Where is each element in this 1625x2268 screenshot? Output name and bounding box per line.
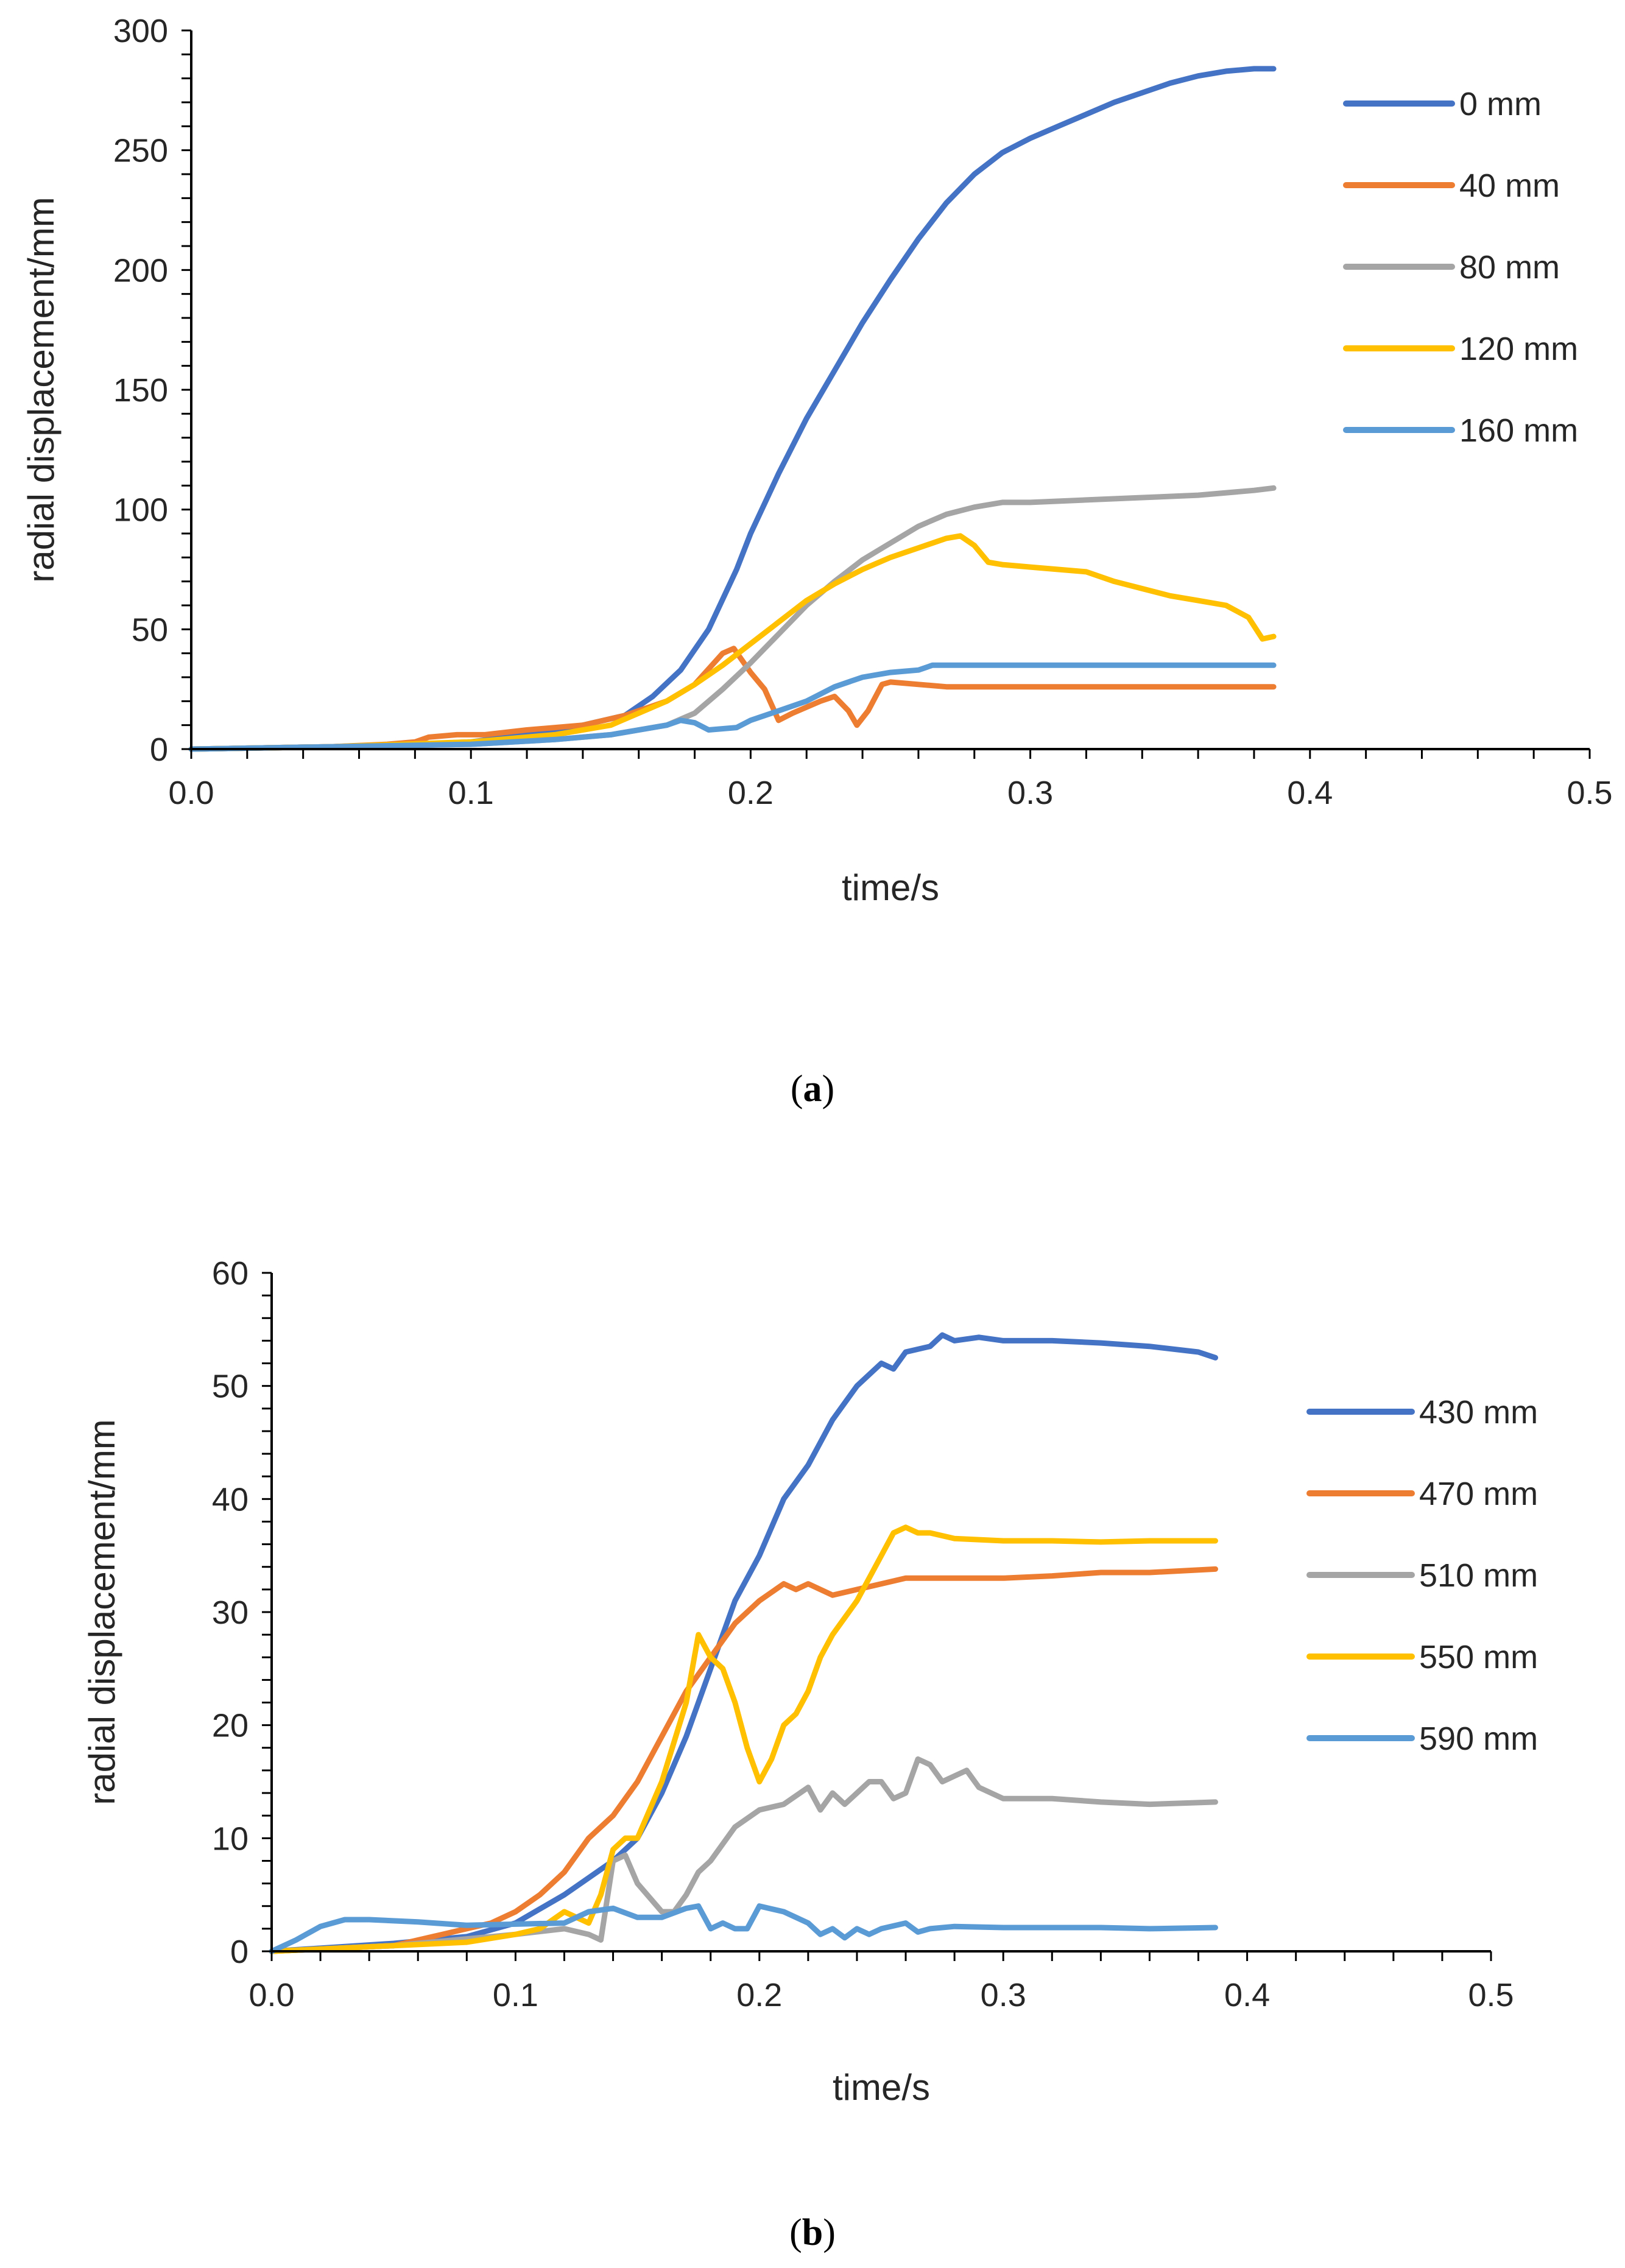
x-tick-label: 0.4 bbox=[1287, 775, 1333, 811]
y-tick-label: 150 bbox=[113, 372, 168, 409]
y-tick-label: 100 bbox=[113, 492, 168, 529]
series-line-120-mm bbox=[188, 533, 1277, 752]
y-tick-label: 10 bbox=[212, 1820, 249, 1857]
chart-panel-b: 0.0 0.1 0.2 0.3 0.4 0.5 0 10 20 30 40 50 60 time/s r… bbox=[82, 1255, 1538, 2253]
y-tick-label: 20 bbox=[212, 1708, 249, 1744]
y-tick-label: 30 bbox=[212, 1594, 249, 1631]
caption-a: (a) bbox=[791, 1068, 834, 1110]
x-tick-label: 0.2 bbox=[736, 1977, 782, 2013]
y-tick-label: 200 bbox=[113, 252, 168, 289]
ticks-group-b: 0.0 0.1 0.2 0.3 0.4 0.5 0 10 20 30 40 50 60 bbox=[212, 1255, 1514, 2013]
y-tick-label: 250 bbox=[113, 133, 168, 169]
x-tick-label: 0.3 bbox=[981, 1977, 1026, 2013]
legend-label: 590 mm bbox=[1419, 1720, 1538, 1757]
y-tick-label: 60 bbox=[212, 1255, 249, 1292]
legend-label: 430 mm bbox=[1419, 1394, 1538, 1431]
x-tick-label: 0.4 bbox=[1224, 1977, 1270, 2013]
series-line-550-mm bbox=[269, 1524, 1218, 1954]
y-tick-label: 40 bbox=[212, 1481, 249, 1518]
chart-panel-a: 0.0 0.1 0.2 0.3 0.4 0.5 0 50 100 150 200 250 300 tim… bbox=[21, 13, 1613, 1110]
x-tick-label: 0.2 bbox=[728, 775, 774, 811]
ticks-group-a: 0.0 0.1 0.2 0.3 0.4 0.5 0 50 100 150 200 250 300 bbox=[113, 13, 1613, 811]
series-line-510-mm bbox=[269, 1756, 1218, 1954]
legend-label: 160 mm bbox=[1459, 412, 1578, 449]
series-line-470-mm bbox=[269, 1566, 1218, 1954]
x-axis-title-b: time/s bbox=[833, 2067, 930, 2108]
legend-label: 550 mm bbox=[1419, 1639, 1538, 1675]
x-tick-label: 0.5 bbox=[1567, 775, 1612, 811]
caption-b: (b) bbox=[789, 2212, 836, 2253]
series-line-160-mm bbox=[188, 662, 1277, 752]
y-tick-label: 300 bbox=[113, 13, 168, 49]
y-tick-label: 50 bbox=[212, 1368, 249, 1405]
legend-label: 40 mm bbox=[1459, 167, 1560, 204]
legend-b: 430 mm 470 mm 510 mm 550 mm 590 mm bbox=[1306, 1394, 1538, 1757]
legend-label: 120 mm bbox=[1459, 331, 1578, 367]
y-axis-title-b: radial displacement/mm bbox=[82, 1419, 122, 1805]
x-tick-label: 0.0 bbox=[249, 1977, 294, 2013]
legend-label: 80 mm bbox=[1459, 249, 1560, 286]
legend-a: 0 mm 40 mm 80 mm 120 mm 160 mm bbox=[1343, 86, 1578, 449]
y-tick-label: 0 bbox=[230, 1934, 249, 1970]
y-tick-label: 50 bbox=[132, 611, 168, 648]
y-axis-title-a: radial displacement/mm bbox=[21, 197, 62, 583]
series-line-590-mm bbox=[269, 1903, 1218, 1954]
series-group-b bbox=[269, 1332, 1218, 1954]
x-axis-title-a: time/s bbox=[842, 867, 939, 908]
x-tick-label: 0.1 bbox=[493, 1977, 538, 2013]
x-tick-label: 0.1 bbox=[448, 775, 494, 811]
caption-b-letter: b bbox=[802, 2212, 823, 2253]
legend-label: 0 mm bbox=[1459, 86, 1542, 122]
y-tick-label: 0 bbox=[150, 731, 168, 768]
x-tick-label: 0.5 bbox=[1468, 1977, 1514, 2013]
legend-label: 470 mm bbox=[1419, 1476, 1538, 1512]
x-tick-label: 0.3 bbox=[1007, 775, 1053, 811]
x-tick-label: 0.0 bbox=[168, 775, 214, 811]
series-line-430-mm bbox=[269, 1332, 1218, 1954]
series-line-40-mm bbox=[188, 646, 1277, 752]
caption-a-letter: a bbox=[803, 1068, 822, 1110]
series-group-a bbox=[188, 66, 1277, 752]
legend-label: 510 mm bbox=[1419, 1557, 1538, 1594]
